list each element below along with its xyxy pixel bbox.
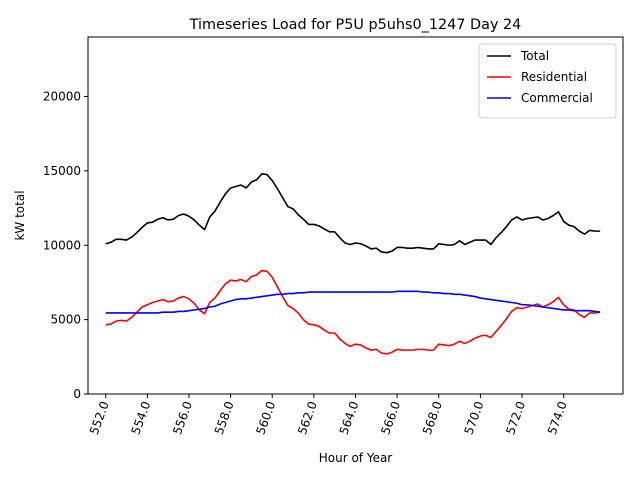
x-tick-label: 574.0 <box>545 399 570 436</box>
x-tick-label: 554.0 <box>129 399 154 436</box>
x-tick-label: 552.0 <box>87 399 112 436</box>
series-line-residential <box>105 269 601 355</box>
x-axis-label: Hour of Year <box>319 451 393 465</box>
x-tick-label: 568.0 <box>420 399 445 436</box>
y-tick-label: 10000 <box>43 238 81 252</box>
chart-title: Timeseries Load for P5U p5uhs0_1247 Day … <box>189 17 522 33</box>
x-tick-label: 570.0 <box>462 399 487 436</box>
y-axis-ticks: 0 5000 10000 15000 20000 <box>43 90 88 401</box>
y-tick-label: 0 <box>73 387 81 401</box>
series-lines <box>105 173 601 355</box>
legend-box <box>478 43 617 119</box>
x-tick-label: 572.0 <box>503 399 528 436</box>
x-tick-label: 560.0 <box>253 399 278 436</box>
y-tick-label: 5000 <box>50 313 81 327</box>
x-tick-label: 564.0 <box>337 399 362 436</box>
series-line-commercial <box>105 290 601 314</box>
x-tick-label: 566.0 <box>378 399 403 436</box>
legend-label-total: Total <box>520 49 549 63</box>
x-tick-label: 562.0 <box>295 399 320 436</box>
y-axis-label: kW total <box>13 190 27 240</box>
plot-frame <box>87 36 624 395</box>
y-tick-label: 15000 <box>43 164 81 178</box>
legend-label-residential: Residential <box>521 70 587 84</box>
series-line-total <box>105 173 601 254</box>
x-tick-label: 558.0 <box>212 399 237 436</box>
x-axis-ticks: 552.0 554.0 556.0 558.0 560.0 562.0 564.0 566.0… <box>87 394 570 437</box>
legend: Total Residential Commercial <box>478 43 617 119</box>
x-tick-label: 556.0 <box>170 399 195 436</box>
y-tick-label: 20000 <box>43 90 81 104</box>
legend-label-commercial: Commercial <box>521 91 593 105</box>
